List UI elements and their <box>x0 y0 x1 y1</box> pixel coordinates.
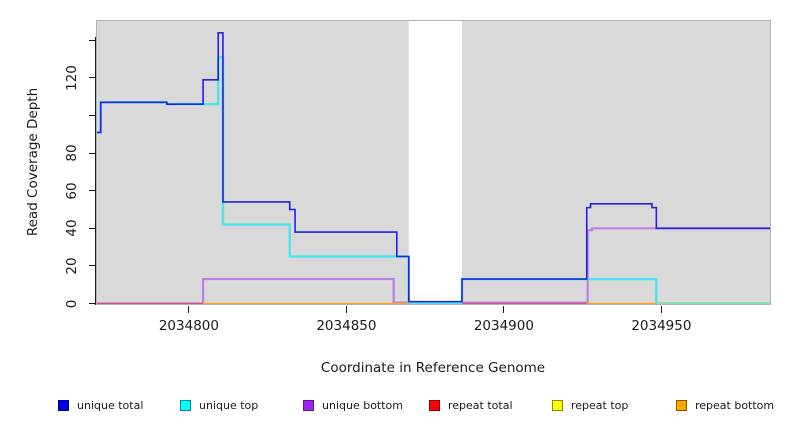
y-tick-label: 0 <box>64 299 80 308</box>
y-tick-mark <box>89 265 96 267</box>
legend-item-repeat-total: repeat total <box>429 399 513 412</box>
y-tick-mark <box>89 303 96 304</box>
legend-swatch-repeat-total <box>429 400 440 411</box>
legend-swatch-unique-total <box>58 400 69 411</box>
y-tick-mark <box>89 227 96 229</box>
y-axis-title: Read Coverage Depth <box>25 87 41 237</box>
legend-swatch-unique-bottom <box>303 400 314 411</box>
y-tick-label: 120 <box>64 65 80 91</box>
legend-label: unique total <box>77 399 144 412</box>
x-tick-label: 2034900 <box>473 318 534 334</box>
x-tick-mark <box>345 306 347 313</box>
gap-band <box>408 20 463 304</box>
legend-item-repeat-bottom: repeat bottom <box>676 399 774 412</box>
legend-item-repeat-top: repeat top <box>552 399 628 412</box>
legend-label: unique bottom <box>322 399 404 412</box>
y-tick-mark <box>89 77 96 79</box>
y-axis-spine <box>95 37 96 305</box>
x-tick-mark <box>503 306 505 313</box>
legend-label: repeat bottom <box>695 399 775 412</box>
y-tick-mark <box>89 39 96 41</box>
plot-border <box>96 20 771 305</box>
y-tick-label: 40 <box>64 219 80 237</box>
y-tick-mark <box>89 115 96 116</box>
y-tick-label: 60 <box>64 182 80 200</box>
legend-swatch-unique-top <box>180 400 191 411</box>
x-tick-label: 2034950 <box>631 318 692 334</box>
y-tick-label: 20 <box>64 257 80 275</box>
x-tick-mark <box>188 306 190 313</box>
legend-label: repeat top <box>571 399 629 412</box>
legend: unique total unique top unique bottom repea… <box>0 399 792 413</box>
y-tick-label: 80 <box>64 144 80 162</box>
series-unique-total <box>96 31 771 303</box>
legend-item-unique-bottom: unique bottom <box>303 399 403 412</box>
legend-swatch-repeat-top <box>552 400 563 411</box>
x-tick-mark <box>660 306 662 313</box>
y-tick-mark <box>89 190 96 192</box>
y-tick-mark <box>89 152 96 154</box>
legend-label: unique top <box>199 399 259 412</box>
x-axis-title: Coordinate in Reference Genome <box>320 360 546 376</box>
legend-item-unique-total: unique total <box>58 399 143 412</box>
x-tick-label: 2034850 <box>316 318 377 334</box>
coverage-plot <box>96 20 771 305</box>
legend-item-unique-top: unique top <box>180 399 258 412</box>
legend-swatch-repeat-bottom <box>676 400 687 411</box>
x-tick-label: 2034800 <box>158 318 219 334</box>
series-unique-bottom <box>96 227 771 305</box>
legend-label: repeat total <box>448 399 513 412</box>
